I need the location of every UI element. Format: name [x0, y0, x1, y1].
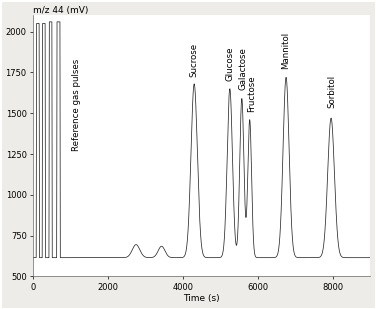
Text: Sucrose: Sucrose [190, 43, 199, 77]
Text: Reference gas pulses: Reference gas pulses [72, 59, 81, 151]
Text: Sorbitol: Sorbitol [327, 75, 336, 108]
Text: m/z 44 (mV): m/z 44 (mV) [33, 6, 88, 15]
Text: Fructose: Fructose [247, 75, 256, 112]
Text: Mannitol: Mannitol [282, 32, 291, 69]
Text: Galactose: Galactose [238, 48, 247, 91]
X-axis label: Time (s): Time (s) [183, 294, 220, 303]
Text: Glucose: Glucose [225, 46, 234, 81]
